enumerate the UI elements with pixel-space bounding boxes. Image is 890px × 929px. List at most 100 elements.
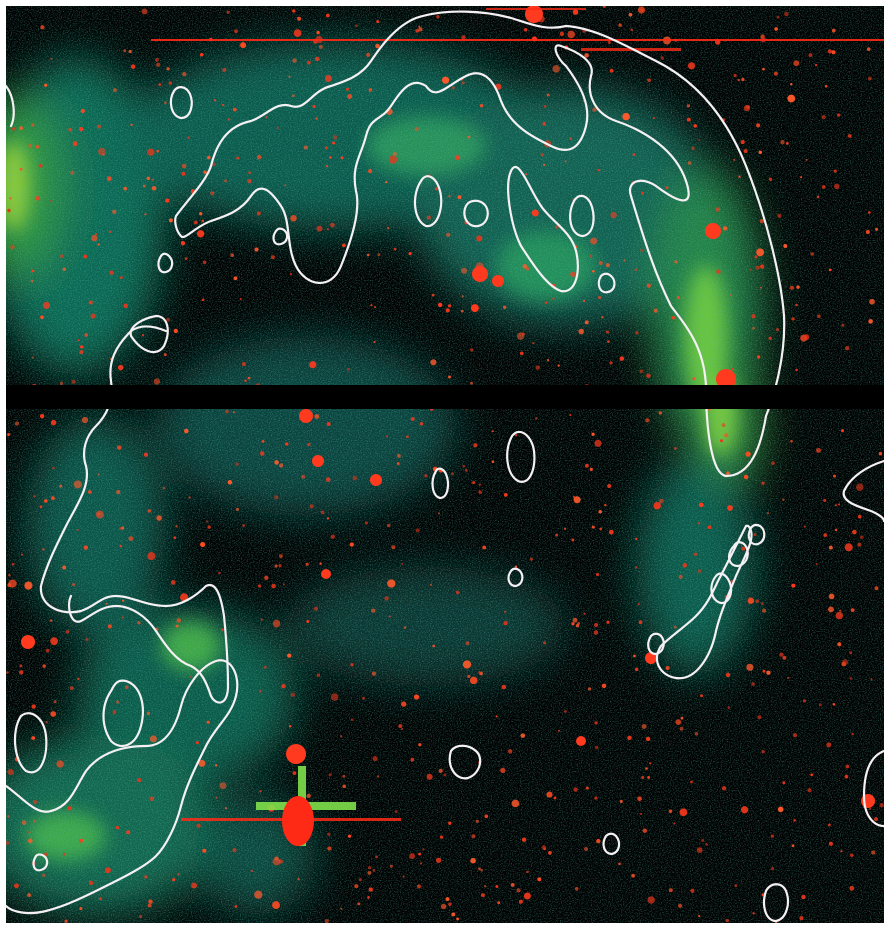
star xyxy=(319,562,322,565)
star xyxy=(770,866,775,871)
star xyxy=(475,819,479,823)
star xyxy=(265,115,268,119)
star xyxy=(307,60,311,65)
star xyxy=(236,156,240,160)
star xyxy=(749,268,752,271)
star xyxy=(274,495,279,500)
star xyxy=(386,435,389,438)
star xyxy=(366,52,371,57)
star xyxy=(83,545,89,550)
star xyxy=(18,670,24,675)
star xyxy=(279,463,284,468)
star xyxy=(594,721,598,725)
star xyxy=(19,126,23,131)
star xyxy=(126,830,131,835)
star xyxy=(401,727,404,731)
star xyxy=(482,545,487,550)
star xyxy=(760,602,764,605)
star xyxy=(28,143,33,148)
star xyxy=(469,676,478,685)
star xyxy=(345,87,350,91)
star xyxy=(645,736,651,742)
star xyxy=(852,529,857,535)
star xyxy=(326,422,331,426)
bright-star xyxy=(286,744,306,764)
star xyxy=(290,692,296,697)
star xyxy=(289,272,293,276)
star xyxy=(259,790,262,793)
star xyxy=(801,894,806,900)
star xyxy=(480,893,485,898)
star xyxy=(619,799,623,804)
star xyxy=(62,267,67,272)
star xyxy=(471,834,476,839)
star xyxy=(374,306,377,309)
star xyxy=(810,252,814,256)
star xyxy=(753,532,757,537)
star xyxy=(11,562,15,566)
star xyxy=(687,62,696,70)
star xyxy=(833,474,836,478)
star xyxy=(516,888,521,893)
star xyxy=(35,196,40,201)
star xyxy=(372,869,376,872)
star xyxy=(130,123,133,127)
star xyxy=(372,755,378,762)
star xyxy=(607,340,610,343)
star xyxy=(447,304,452,308)
star xyxy=(665,186,669,190)
star xyxy=(810,773,814,777)
star xyxy=(303,145,308,150)
star xyxy=(698,502,704,508)
star xyxy=(818,703,822,707)
star xyxy=(833,169,837,173)
astronomical-image xyxy=(6,6,884,923)
star xyxy=(721,423,726,428)
star xyxy=(234,905,238,908)
star xyxy=(206,520,209,523)
star xyxy=(857,514,862,519)
star xyxy=(288,75,291,78)
star xyxy=(591,525,595,529)
star xyxy=(250,869,253,873)
star xyxy=(652,116,655,120)
star xyxy=(553,796,557,800)
star xyxy=(679,808,688,817)
star xyxy=(276,126,280,130)
star xyxy=(206,720,210,724)
star xyxy=(146,176,151,181)
star xyxy=(376,20,380,24)
star xyxy=(574,886,579,891)
star xyxy=(842,659,849,666)
star xyxy=(180,241,186,246)
star xyxy=(196,823,201,828)
star xyxy=(558,729,561,732)
star xyxy=(866,47,871,51)
star xyxy=(592,269,595,273)
star xyxy=(646,283,651,288)
contour-east-edge xyxy=(842,459,884,523)
star xyxy=(647,775,651,779)
star xyxy=(405,435,409,439)
star xyxy=(543,847,546,851)
star xyxy=(377,253,381,257)
contour-loop xyxy=(506,430,536,483)
star xyxy=(589,254,593,258)
star xyxy=(50,637,58,646)
star xyxy=(170,580,176,585)
star xyxy=(195,740,200,745)
star xyxy=(697,569,702,573)
star xyxy=(511,799,520,808)
contour-west-rim xyxy=(39,325,230,704)
star xyxy=(314,56,320,62)
saturated-star xyxy=(181,766,401,846)
star xyxy=(415,528,420,533)
star xyxy=(263,665,267,669)
star xyxy=(520,733,526,738)
star xyxy=(594,796,598,800)
star xyxy=(256,211,261,216)
star xyxy=(573,496,581,504)
star xyxy=(292,94,295,98)
star xyxy=(572,617,578,623)
star xyxy=(785,141,789,145)
